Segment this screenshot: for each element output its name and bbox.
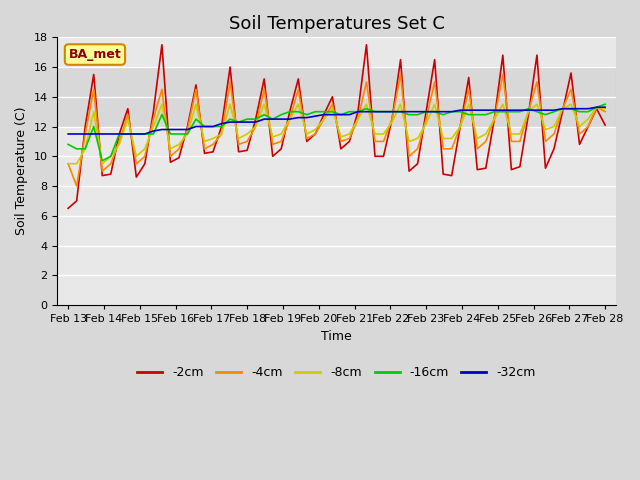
Title: Soil Temperatures Set C: Soil Temperatures Set C (228, 15, 445, 33)
Text: BA_met: BA_met (68, 48, 122, 61)
Bar (58, 67, 616, 127)
Legend: -2cm, -4cm, -8cm, -16cm, -32cm: -2cm, -4cm, -8cm, -16cm, -32cm (132, 361, 541, 384)
X-axis label: Time: Time (321, 330, 352, 343)
Y-axis label: Soil Temperature (C): Soil Temperature (C) (15, 107, 28, 235)
